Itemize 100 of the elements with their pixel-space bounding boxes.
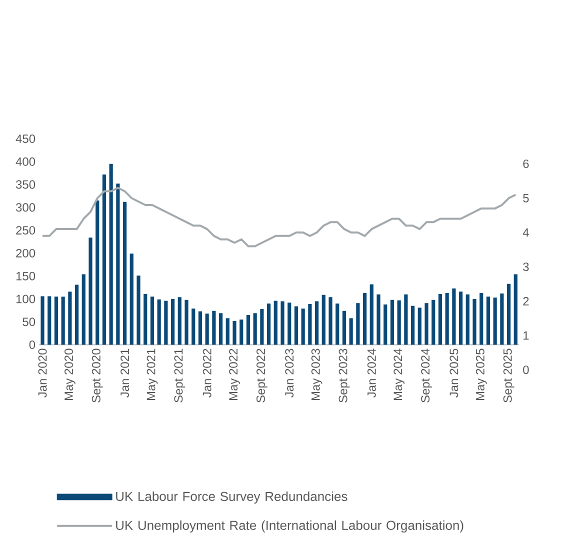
bar xyxy=(328,296,332,345)
x-tick-label: Sept 2020 xyxy=(92,348,103,402)
bar xyxy=(205,313,209,345)
y-tick-label: 100 xyxy=(16,294,36,304)
x-tick-label: May 2021 xyxy=(146,348,158,400)
bar xyxy=(370,284,374,345)
x-tick-label: Sept 2022 xyxy=(256,348,268,402)
bar xyxy=(410,306,415,345)
bar xyxy=(266,303,271,345)
bar xyxy=(157,299,161,345)
x-tick-label: Jan 2021 xyxy=(120,348,130,398)
y-tick-label: 450 xyxy=(16,134,36,143)
bar xyxy=(184,300,188,345)
y2-tick-label: 0 xyxy=(523,365,529,374)
bar xyxy=(240,319,244,345)
y-tick-label: 250 xyxy=(16,226,36,234)
y-tick-label: 50 xyxy=(22,317,36,326)
bar xyxy=(218,313,223,345)
bar xyxy=(356,302,360,345)
bar xyxy=(349,318,353,345)
bar xyxy=(54,296,58,345)
bar xyxy=(472,298,476,345)
bar xyxy=(452,288,456,345)
bar xyxy=(164,300,168,345)
bar xyxy=(506,284,511,345)
bar xyxy=(445,292,449,345)
bar xyxy=(144,294,148,345)
bar xyxy=(376,294,380,345)
bar xyxy=(486,296,490,345)
bar xyxy=(48,296,52,345)
y-tick-label: 150 xyxy=(16,272,36,280)
bar xyxy=(466,294,470,345)
bar xyxy=(500,293,504,345)
bar xyxy=(198,311,202,345)
bar xyxy=(438,294,442,345)
bar xyxy=(480,292,484,345)
bar xyxy=(514,274,518,345)
y2-tick-label: 3 xyxy=(523,262,529,271)
bar xyxy=(130,254,134,345)
x-tick-label: Jan 2023 xyxy=(285,348,294,398)
bar xyxy=(102,174,106,345)
bar xyxy=(232,320,236,345)
y-tick-label: 200 xyxy=(16,248,36,258)
x-tick-label: Jan 2024 xyxy=(367,348,376,398)
bar xyxy=(288,302,292,345)
bar xyxy=(192,308,196,345)
bar xyxy=(170,298,175,345)
bar xyxy=(96,200,100,345)
bar xyxy=(397,300,401,345)
bar xyxy=(260,308,264,345)
bar xyxy=(362,292,367,345)
bar xyxy=(274,300,278,345)
y2-tick-label: 1 xyxy=(524,331,529,340)
legend-label: UK Unemployment Rate (International Labour Organisation) xyxy=(116,520,464,532)
bar xyxy=(384,304,388,345)
bar xyxy=(336,303,340,345)
bar xyxy=(68,291,72,345)
bar xyxy=(40,296,44,345)
bar xyxy=(212,310,216,345)
bar xyxy=(418,308,422,345)
bar xyxy=(136,275,140,345)
bar xyxy=(61,296,65,345)
x-tick-label: May 2022 xyxy=(229,348,240,400)
y-tick-label: 350 xyxy=(16,180,36,189)
x-tick-label: Sept 2023 xyxy=(338,348,350,402)
bar xyxy=(123,202,127,345)
y-tick-label: 400 xyxy=(16,157,36,166)
bar xyxy=(178,296,182,345)
y2-tick-label: 4 xyxy=(522,228,529,236)
legend-label: UK Labour Force Survey Redundancies xyxy=(116,491,348,504)
x-tick-label: Sept 2024 xyxy=(421,348,432,402)
y2-tick-label: 2 xyxy=(523,296,529,306)
bar xyxy=(109,164,113,345)
bar xyxy=(322,294,326,345)
bar xyxy=(404,294,408,345)
bar xyxy=(424,302,428,345)
x-tick-label: Sept 2021 xyxy=(174,348,186,402)
bar xyxy=(82,274,86,345)
bar xyxy=(432,300,436,345)
x-tick-label: May 2024 xyxy=(394,348,405,400)
y-tick-label: 300 xyxy=(16,203,36,212)
bar xyxy=(294,306,298,345)
bar xyxy=(314,301,319,345)
bar xyxy=(253,313,257,345)
bar xyxy=(458,291,463,345)
bar xyxy=(301,308,305,345)
x-tick-label: May 2020 xyxy=(64,348,76,400)
bar xyxy=(226,318,230,345)
bar xyxy=(246,314,250,345)
y-tick-label: 0 xyxy=(29,340,36,349)
bar xyxy=(88,237,92,345)
y2-tick-label: 6 xyxy=(523,159,529,168)
bar xyxy=(116,183,120,345)
x-tick-label: May 2023 xyxy=(311,348,322,400)
x-tick-label: May 2025 xyxy=(476,348,487,400)
bar xyxy=(75,284,79,345)
x-tick-label: Jan 2020 xyxy=(38,348,47,398)
bar xyxy=(342,310,346,345)
y2-tick-label: 5 xyxy=(523,194,529,202)
bar xyxy=(280,301,284,345)
